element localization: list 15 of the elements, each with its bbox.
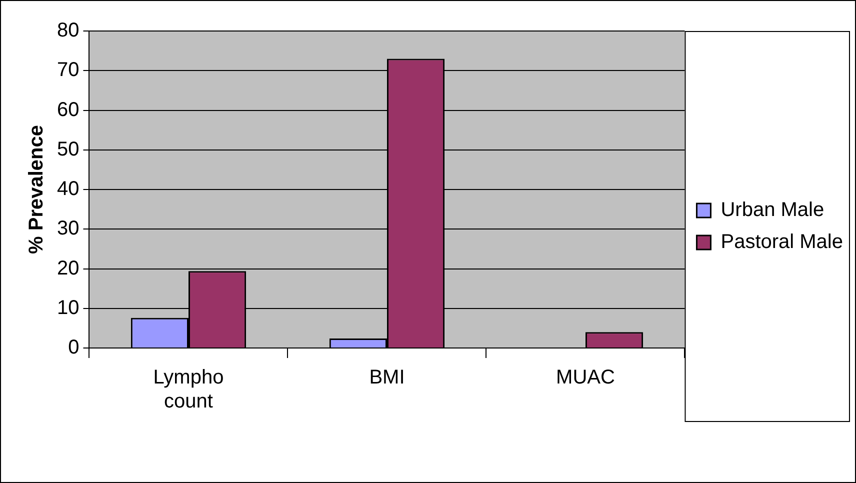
x-tick-label: Lympho count [153, 366, 224, 413]
y-tick-label: 40 [56, 178, 80, 200]
y-axis-title: % Prevalence [26, 125, 48, 254]
y-tick-label: 60 [56, 98, 80, 121]
x-tick-label: BMI [369, 366, 405, 389]
y-tick-label: 20 [56, 257, 80, 280]
y-tick-label: 10 [56, 296, 80, 319]
legend-label: Pastoral Male [720, 231, 844, 254]
y-tick-label: 30 [56, 218, 80, 240]
y-tick-label: 70 [56, 59, 80, 82]
y-tick-label: 50 [56, 138, 80, 160]
y-tick-label: 80 [56, 20, 80, 42]
x-tick-label: MUAC [556, 366, 615, 389]
y-tick-label: 0 [68, 336, 80, 359]
legend-label: Urban Male [720, 199, 824, 222]
